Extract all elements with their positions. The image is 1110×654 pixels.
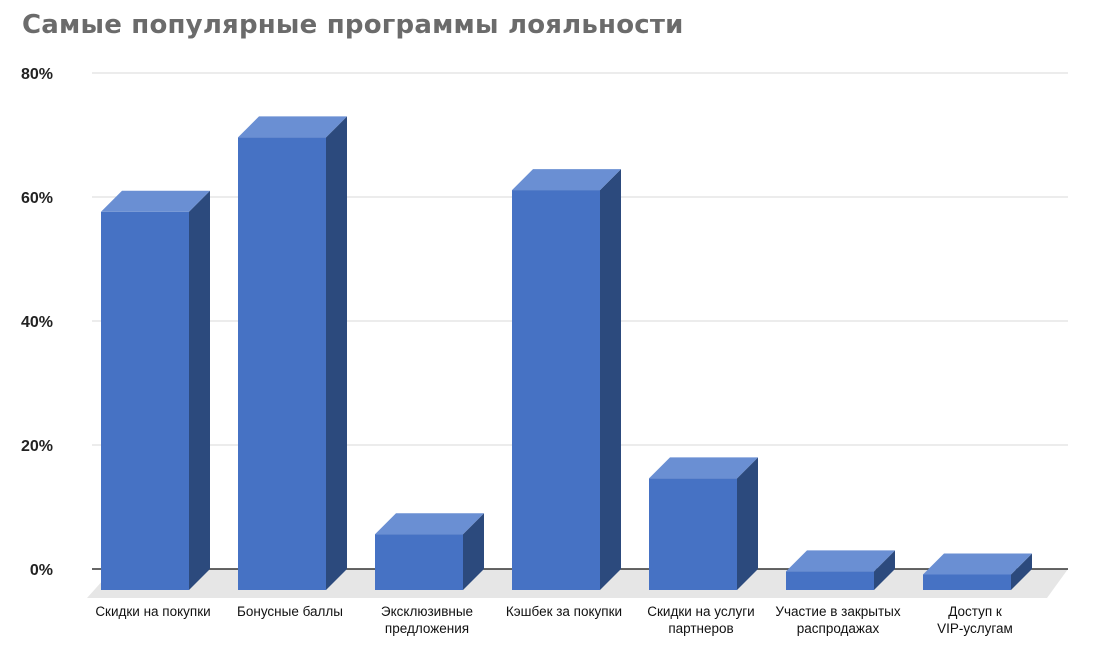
bar-top [649,457,758,479]
x-category-label: Доступ к VIP-услугам [937,604,1013,636]
x-category-label: Скидки на услуги партнеров [647,604,754,636]
bar-top [238,116,347,138]
bar [923,553,1032,590]
bar-front [786,571,874,590]
y-tick-label: 40% [21,314,53,331]
y-tick-label: 0% [30,562,53,579]
bar-side [874,550,895,590]
bar-side [463,513,484,590]
bar-top [101,190,210,212]
bar [649,457,758,590]
bar-side [326,116,347,591]
x-category-label: Участие в закрытых распродажах [775,604,900,636]
bar-front [649,478,737,590]
x-category-label: Эксклюзивные предложения [381,604,473,636]
bar [786,550,895,590]
bar-top [512,169,621,191]
bar-front [512,190,600,590]
bar-front [923,574,1011,590]
chart-title: Самые популярные программы лояльности [22,10,684,40]
bar-front [101,211,189,591]
y-tick-label: 80% [21,66,53,83]
bar-top [923,553,1032,575]
bar-front [238,137,326,590]
bar [512,169,621,590]
bar-side [737,457,758,590]
bar-side [600,169,621,590]
bar [238,116,347,591]
bar [375,513,484,590]
bar [101,190,210,591]
x-category-label: Кэшбек за покупки [506,604,622,619]
bar-top [786,550,895,572]
x-category-label: Скидки на покупки [95,604,210,619]
x-category-label: Бонусные баллы [237,604,343,619]
y-tick-label: 60% [21,190,53,207]
y-tick-label: 20% [21,438,53,455]
bar-side [1011,553,1032,590]
bar-front [375,534,463,590]
bar-top [375,513,484,535]
bar-side [189,190,210,591]
